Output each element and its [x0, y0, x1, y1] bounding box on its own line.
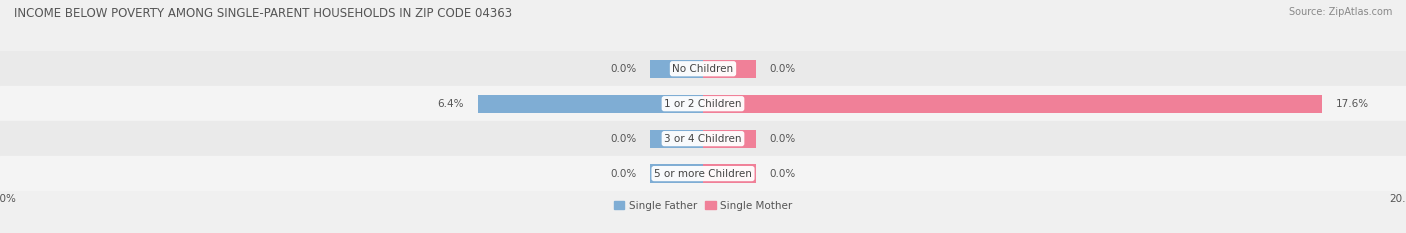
Text: 0.0%: 0.0%	[770, 169, 796, 178]
Bar	[703, 95, 1322, 113]
Text: 0.0%: 0.0%	[610, 134, 637, 144]
Text: 3 or 4 Children: 3 or 4 Children	[664, 134, 742, 144]
Text: 1 or 2 Children: 1 or 2 Children	[664, 99, 742, 109]
Bar	[703, 60, 756, 78]
Bar	[650, 164, 703, 183]
Bar	[0, 51, 1406, 86]
Text: Source: ZipAtlas.com: Source: ZipAtlas.com	[1288, 7, 1392, 17]
Text: 0.0%: 0.0%	[770, 64, 796, 74]
Bar	[0, 121, 1406, 156]
Bar	[650, 60, 703, 78]
Legend: Single Father, Single Mother: Single Father, Single Mother	[614, 201, 792, 211]
Text: 0.0%: 0.0%	[770, 134, 796, 144]
Text: 6.4%: 6.4%	[437, 99, 464, 109]
Bar	[0, 86, 1406, 121]
Bar	[0, 156, 1406, 191]
Text: 17.6%: 17.6%	[1336, 99, 1369, 109]
Text: 0.0%: 0.0%	[610, 64, 637, 74]
Bar	[703, 164, 756, 183]
Text: No Children: No Children	[672, 64, 734, 74]
Bar	[650, 130, 703, 148]
Text: 5 or more Children: 5 or more Children	[654, 169, 752, 178]
Bar	[478, 95, 703, 113]
Text: 0.0%: 0.0%	[610, 169, 637, 178]
Text: INCOME BELOW POVERTY AMONG SINGLE-PARENT HOUSEHOLDS IN ZIP CODE 04363: INCOME BELOW POVERTY AMONG SINGLE-PARENT…	[14, 7, 512, 20]
Bar	[703, 130, 756, 148]
